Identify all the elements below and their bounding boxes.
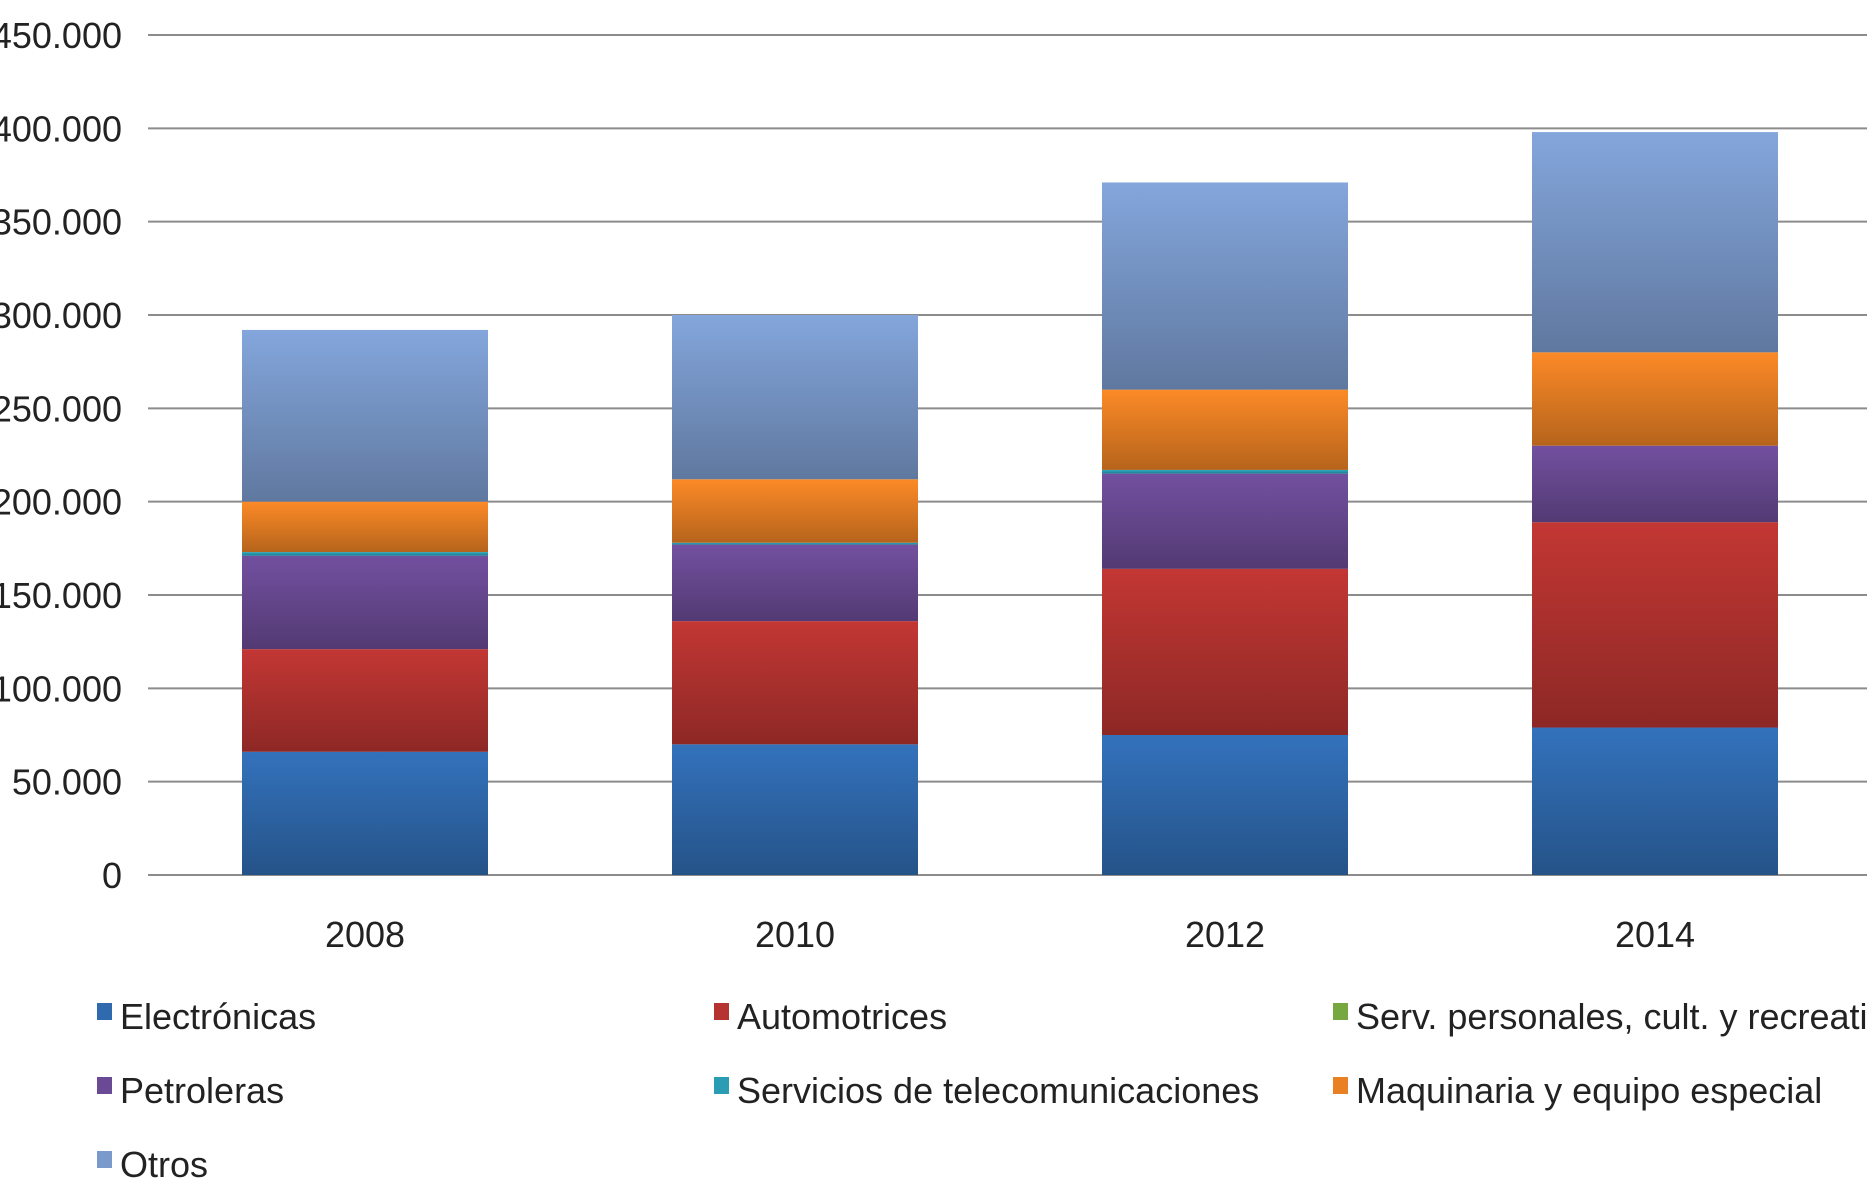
legend-swatch [97, 1151, 112, 1168]
legend: Electrónicas Automotrices Serv. personales… [97, 996, 1867, 1181]
y-tick-label: 250.000 [0, 388, 122, 429]
y-tick-label: 350.000 [0, 202, 122, 243]
bar-segment [1102, 389, 1348, 470]
legend-item: Automotrices [714, 996, 947, 1037]
bar-segment [672, 315, 918, 480]
legend-swatch [97, 1077, 112, 1094]
legend-label: Maquinaria y equipo especial [1356, 1070, 1822, 1111]
legend-label: Automotrices [737, 996, 947, 1037]
bar-segment [242, 649, 488, 752]
x-tick-label: 2010 [755, 914, 835, 955]
bar-stack-2012 [1102, 182, 1348, 875]
bar-segment [672, 544, 918, 622]
y-tick-label: 150.000 [0, 575, 122, 616]
bar-segment [1102, 469, 1348, 474]
x-tick-label: 2008 [325, 914, 405, 955]
bar-segment [1532, 132, 1778, 353]
legend-label: Petroleras [120, 1070, 284, 1111]
bar-stack-2010 [672, 315, 918, 875]
legend-item: Serv. personales, cult. y recreativos [1333, 996, 1867, 1037]
x-tick-label: 2014 [1615, 914, 1695, 955]
legend-swatch [1333, 1003, 1348, 1020]
legend-label: Electrónicas [120, 996, 316, 1037]
bar-segment [242, 751, 488, 875]
y-tick-label: 400.000 [0, 108, 122, 149]
y-axis-tick-labels: 0 50.000 100.000 150.000 200.000 250.000 300.0… [0, 15, 122, 896]
bars [242, 132, 1778, 875]
bar-stack-2014 [1532, 132, 1778, 875]
legend-item: Otros [97, 1144, 208, 1181]
bar-segment [1102, 473, 1348, 569]
bar-segment [1102, 568, 1348, 735]
bar-segment [1102, 735, 1348, 875]
y-tick-label: 50.000 [12, 762, 122, 803]
bar-segment [242, 501, 488, 553]
bar-segment [672, 542, 918, 545]
x-axis-tick-labels: 2008 2010 2012 2014 [325, 914, 1695, 955]
bar-segment [672, 479, 918, 543]
legend-item: Petroleras [97, 1070, 284, 1111]
bar-segment [672, 621, 918, 745]
legend-label: Servicios de telecomunicaciones [737, 1070, 1259, 1111]
bar-segment [1532, 522, 1778, 728]
bar-segment [242, 555, 488, 650]
bar-segment [1532, 352, 1778, 446]
bar-segment [1532, 727, 1778, 875]
legend-item: Servicios de telecomunicaciones [714, 1070, 1259, 1111]
x-tick-label: 2012 [1185, 914, 1265, 955]
y-tick-label: 100.000 [0, 668, 122, 709]
legend-swatch [97, 1003, 112, 1020]
y-tick-label: 0 [102, 855, 122, 896]
bar-segment [242, 552, 488, 556]
legend-swatch [714, 1077, 729, 1094]
y-tick-label: 450.000 [0, 15, 122, 56]
bar-segment [1532, 445, 1778, 523]
bar-segment [242, 329, 488, 502]
y-tick-label: 200.000 [0, 482, 122, 523]
legend-label: Serv. personales, cult. y recreativos [1356, 996, 1867, 1037]
legend-item: Electrónicas [97, 996, 316, 1037]
y-tick-label: 300.000 [0, 295, 122, 336]
bar-segment [672, 744, 918, 875]
legend-swatch [1333, 1077, 1348, 1094]
bar-stack-2008 [242, 329, 488, 875]
legend-item: Maquinaria y equipo especial [1333, 1070, 1822, 1111]
legend-label: Otros [120, 1144, 208, 1181]
bar-segment [1102, 182, 1348, 390]
legend-swatch [714, 1003, 729, 1020]
